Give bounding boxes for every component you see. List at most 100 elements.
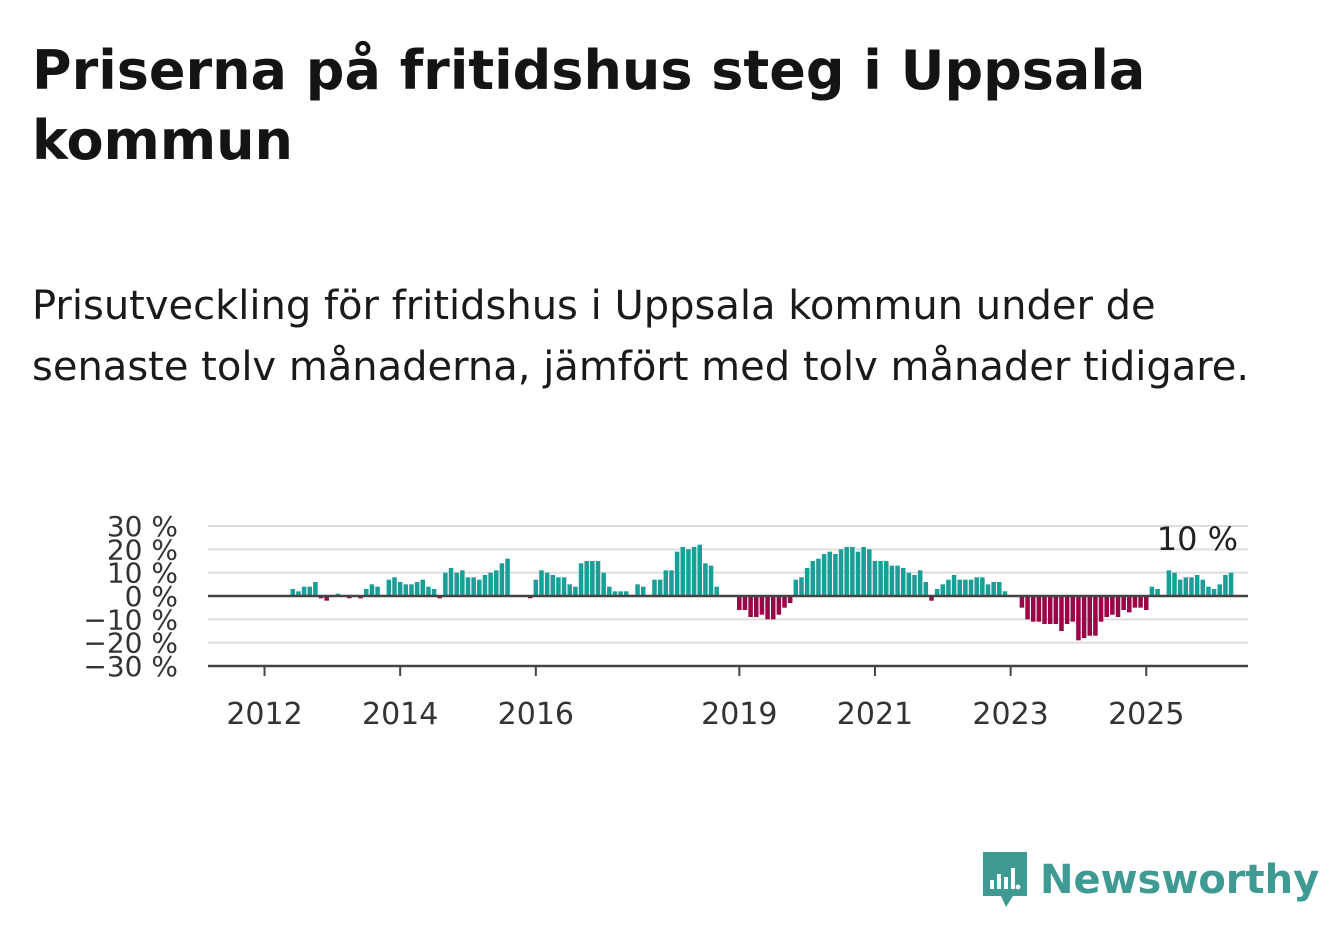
bar [313, 582, 318, 596]
bar [612, 591, 618, 596]
bar [392, 577, 397, 596]
bar [584, 561, 589, 596]
bar [804, 568, 810, 596]
bar [657, 579, 663, 596]
bar [296, 591, 301, 596]
bar [1093, 596, 1098, 636]
annotations: 10 % [1157, 520, 1238, 558]
bar [963, 579, 968, 596]
bar [590, 561, 595, 596]
bar [544, 572, 550, 596]
bar [1059, 596, 1064, 631]
bar [324, 596, 329, 601]
bar [1104, 596, 1109, 617]
bar [301, 586, 307, 596]
bar [765, 596, 770, 620]
bar [488, 572, 493, 596]
bar [1081, 596, 1087, 638]
bar [703, 563, 708, 596]
bar [968, 579, 974, 596]
bar [1115, 596, 1121, 617]
bar [900, 568, 906, 596]
axes [208, 594, 1248, 676]
bar [426, 586, 431, 596]
bar [1177, 579, 1183, 596]
bar [607, 586, 612, 596]
bar [997, 582, 1002, 596]
bar [912, 575, 917, 596]
bar [386, 579, 392, 596]
bar [1030, 596, 1036, 622]
bar [420, 579, 426, 596]
bar [1002, 591, 1008, 596]
bar [477, 579, 482, 596]
bar [991, 582, 996, 596]
bar [369, 584, 375, 596]
bar [714, 586, 719, 596]
bar [409, 584, 414, 596]
bar [742, 596, 748, 610]
bar [957, 579, 962, 596]
y-tick-label: −10 % [83, 603, 178, 636]
bar [460, 570, 465, 596]
bar [1121, 596, 1126, 610]
bar [471, 577, 476, 596]
bar [833, 554, 838, 596]
bar [601, 572, 606, 596]
bar [895, 565, 900, 596]
y-tick-label: −20 % [83, 627, 178, 660]
bars [290, 544, 1234, 641]
bar [674, 551, 680, 596]
y-tick-label: −30 % [83, 650, 178, 683]
bar [403, 584, 409, 596]
chart-subtitle: Prisutveckling för fritidshus i Uppsala … [32, 283, 1250, 390]
bar [923, 582, 929, 596]
bar [974, 577, 979, 596]
bar [754, 596, 759, 617]
bar [1127, 596, 1132, 613]
bar [686, 549, 691, 596]
bar [1228, 572, 1234, 596]
bar [1053, 596, 1059, 624]
bar [443, 572, 448, 596]
bar [1166, 570, 1172, 596]
bar [889, 565, 895, 596]
bar [1042, 596, 1047, 624]
bar-chart: 30 %20 %10 %0 %−10 %−20 %−30 % 2012 2014 2… [83, 510, 1248, 732]
x-tick-label: 2012 [226, 697, 302, 732]
bar [850, 547, 855, 596]
bar [748, 596, 753, 617]
bar [1144, 596, 1149, 610]
bar [550, 575, 556, 596]
x-tick-label: 2019 [701, 697, 777, 732]
x-tick-label: 2014 [362, 697, 438, 732]
bar [708, 565, 714, 596]
bar [1098, 596, 1104, 622]
bar [567, 584, 572, 596]
bar [1132, 596, 1138, 608]
x-tick-labels: 2012 2014 2016 2019 2021 2023 2025 [226, 697, 1184, 732]
bar [1194, 575, 1200, 596]
bar [1076, 596, 1081, 641]
x-tick-label: 2016 [498, 697, 574, 732]
bar [1155, 589, 1160, 596]
bar [1172, 572, 1177, 596]
bar [680, 547, 686, 596]
bar [946, 579, 951, 596]
bar [872, 561, 878, 596]
bar [482, 575, 488, 596]
bar [505, 558, 510, 596]
x-tick-label: 2021 [837, 697, 913, 732]
bar [1138, 596, 1143, 608]
bar [1110, 596, 1115, 615]
bar [793, 579, 799, 596]
bar [878, 561, 883, 596]
bar [917, 570, 923, 596]
bar [838, 549, 844, 596]
brand-logo: Newsworthy [980, 850, 1319, 910]
bar [556, 577, 561, 596]
bar [635, 584, 640, 596]
bar [697, 544, 702, 596]
bar [414, 582, 420, 596]
y-tick-label: 0 % [125, 580, 178, 613]
